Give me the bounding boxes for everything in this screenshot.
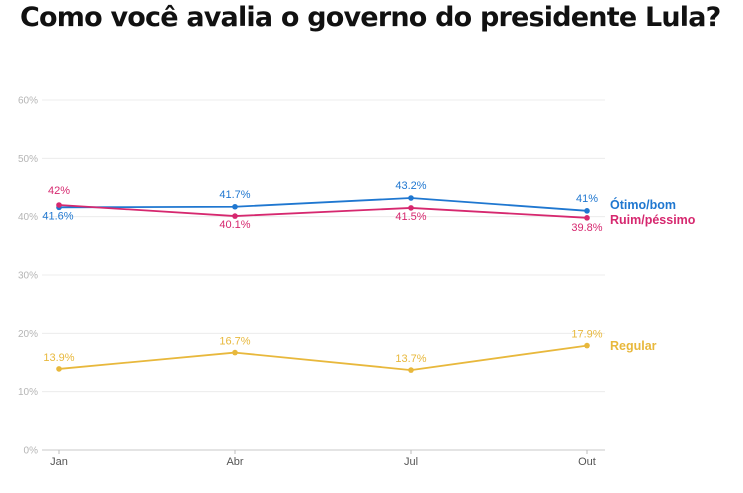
data-label: 41.7% <box>219 189 250 201</box>
data-label: 42% <box>48 185 70 197</box>
x-axis: Jan Abr Jul Out <box>50 450 596 468</box>
data-label: 13.9% <box>43 352 74 364</box>
data-label: 41% <box>576 193 598 205</box>
data-point <box>56 202 62 208</box>
y-tick-label: 20% <box>18 329 38 340</box>
y-tick-label: 10% <box>18 387 38 398</box>
gridlines <box>42 99 605 451</box>
data-label: 41.5% <box>395 211 426 223</box>
data-label: 13.7% <box>395 353 426 365</box>
y-tick-label: 40% <box>18 212 38 223</box>
series-line-regular <box>58 344 588 371</box>
series-regular: 13.9% 16.7% 13.7% 17.9% Regular <box>43 329 657 373</box>
data-point <box>408 195 414 201</box>
data-label: 40.1% <box>219 219 250 231</box>
x-tick-label: Abr <box>226 456 243 468</box>
data-label: 43.2% <box>395 180 426 192</box>
series-label: Ótimo/bom <box>610 197 676 212</box>
data-point <box>232 213 238 219</box>
data-point <box>232 349 238 356</box>
y-tick-label: 60% <box>18 96 38 107</box>
series-otimo-bom: 41.6% 41.7% 43.2% 41% Ótimo/bom <box>42 180 676 222</box>
data-point <box>408 367 414 373</box>
series-ruim-pessimo: 42% 40.1% 41.5% 39.8% Ruim/péssimo <box>48 185 696 234</box>
series-line-ruim-pessimo <box>58 204 588 219</box>
x-tick-label: Out <box>578 456 596 468</box>
y-tick-label: 50% <box>18 154 38 165</box>
x-tick-label: Jul <box>404 456 418 468</box>
chart-title: Como você avalia o governo do presidente… <box>20 2 721 33</box>
data-point <box>408 205 414 211</box>
y-tick-label: 30% <box>18 271 38 282</box>
series-label: Regular <box>610 339 657 353</box>
x-tick-label: Jan <box>50 456 68 468</box>
data-label: 41.6% <box>42 210 73 222</box>
data-label: 39.8% <box>571 222 602 234</box>
data-point <box>584 208 590 214</box>
data-point <box>584 215 590 221</box>
data-point <box>232 203 238 210</box>
series-label: Ruim/péssimo <box>610 213 696 227</box>
data-label: 16.7% <box>219 336 250 348</box>
data-point <box>56 366 62 372</box>
series-group: 41.6% 41.7% 43.2% 41% Ótimo/bom 42% 40.1% 41.5%… <box>42 180 696 373</box>
data-label: 17.9% <box>571 329 602 341</box>
y-axis: 0% 10% 20% 30% 40% 50% 60% <box>18 96 38 457</box>
series-line-otimo-bom <box>58 197 588 212</box>
y-tick-label: 0% <box>24 446 39 457</box>
data-point <box>584 342 590 349</box>
